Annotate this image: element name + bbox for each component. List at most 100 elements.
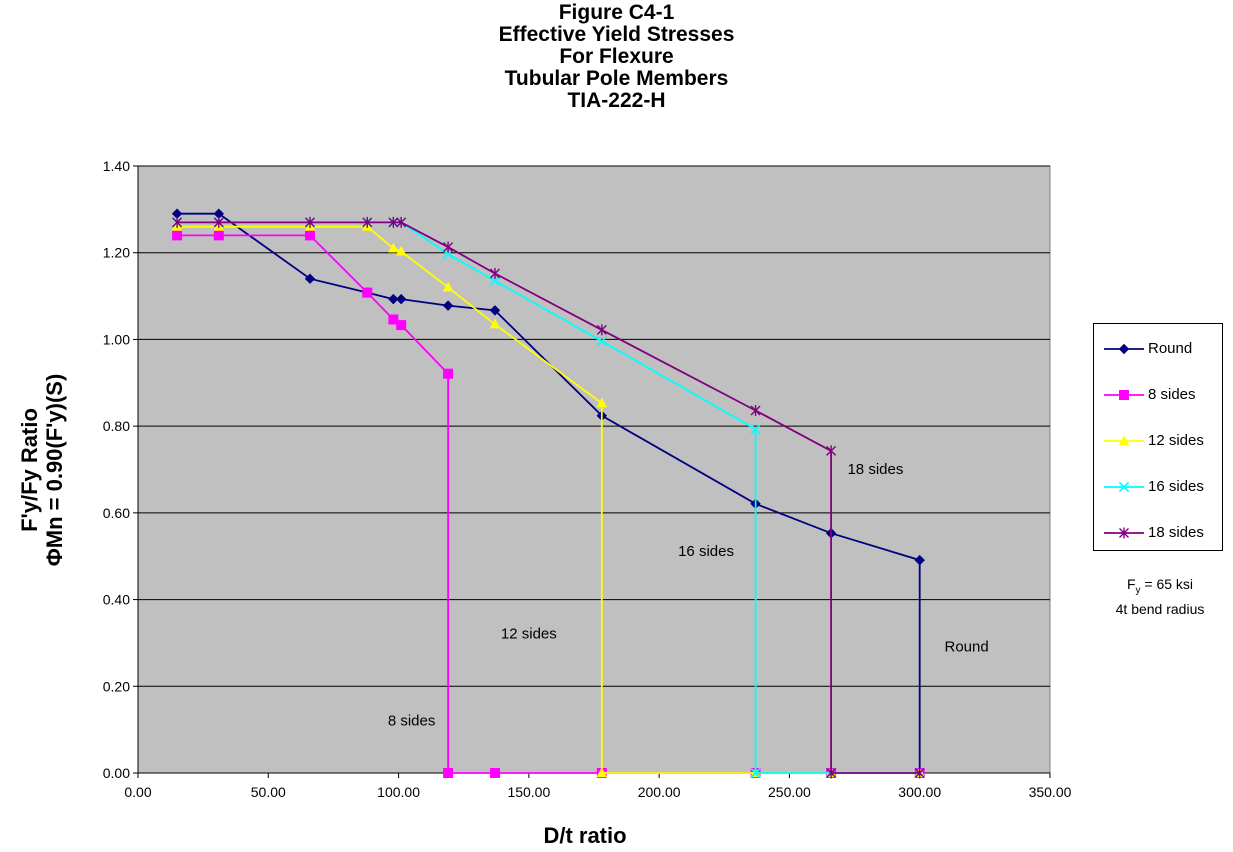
- data-point: [750, 405, 761, 417]
- y-axis-title-line2: ΦMn = 0.90(F'y)(S): [42, 374, 67, 567]
- annotation-label: 8 sides: [388, 712, 436, 729]
- x-tick-label: 300.00: [898, 784, 941, 800]
- data-point: [1118, 435, 1130, 446]
- data-point: [489, 275, 501, 286]
- y-tick-label: 1.20: [103, 245, 130, 261]
- y-tick-label: 0.40: [103, 592, 130, 608]
- data-point: [443, 768, 454, 778]
- data-point: [1119, 390, 1129, 400]
- legend-label: 8 sides: [1148, 386, 1196, 403]
- data-point: [388, 314, 399, 325]
- chart-title: Figure C4-1 Effective Yield Stresses For…: [0, 2, 1233, 112]
- legend-item: 12 sides: [1094, 430, 1224, 452]
- data-point: [172, 230, 183, 241]
- y-tick-label: 0.00: [103, 765, 130, 781]
- data-point: [489, 268, 500, 280]
- x-axis-title: D/t ratio: [543, 823, 626, 848]
- y-tick-label: 1.40: [103, 158, 130, 174]
- note-fy-value: = 65 ksi: [1140, 576, 1194, 592]
- data-point: [443, 241, 454, 253]
- data-point: [914, 767, 925, 779]
- data-point: [396, 216, 407, 228]
- legend-swatch: [1104, 527, 1144, 539]
- title-line-1: Figure C4-1: [558, 1, 675, 24]
- gridlines: [138, 165, 1050, 687]
- data-point: [304, 273, 316, 284]
- data-point: [172, 216, 183, 228]
- x-tick-label: 250.00: [768, 784, 811, 800]
- data-point: [489, 768, 500, 778]
- data-point: [596, 324, 607, 336]
- chart-note: Fy = 65 ksi 4t bend radius: [1090, 575, 1230, 618]
- legend-label: 18 sides: [1148, 524, 1204, 541]
- series-group: [171, 208, 926, 779]
- data-point: [213, 216, 224, 228]
- data-point: [826, 767, 837, 779]
- data-point: [1118, 343, 1130, 355]
- title-line-3: For Flexure: [559, 45, 674, 68]
- data-point: [489, 318, 501, 329]
- data-point: [443, 368, 454, 379]
- x-tick-label: 150.00: [507, 784, 550, 800]
- legend-swatch: [1104, 435, 1144, 446]
- legend: Round 8 sides 12 sides 16 sides 18 sides: [1093, 323, 1223, 551]
- data-point: [213, 230, 224, 241]
- note-fy-sub: y: [1135, 584, 1141, 596]
- x-tick-label: 0.00: [124, 784, 151, 800]
- legend-swatch: [1104, 481, 1144, 493]
- y-tick-label: 0.20: [103, 678, 130, 694]
- data-point: [442, 281, 454, 292]
- data-point: [395, 245, 407, 256]
- data-point: [750, 424, 761, 435]
- y-tick-label: 1.00: [103, 331, 130, 347]
- note-line-1: Fy = 65 ksi: [1090, 575, 1230, 600]
- data-point: [362, 216, 373, 228]
- y-axis-title-line1: F'y/Fy Ratio: [17, 408, 42, 532]
- data-point: [442, 300, 454, 311]
- x-tick-label: 50.00: [251, 784, 286, 800]
- data-point: [914, 554, 925, 566]
- data-point: [750, 767, 761, 779]
- data-point: [304, 230, 315, 241]
- legend-label: 12 sides: [1148, 432, 1204, 449]
- title-line-4: Tubular Pole Members: [504, 67, 729, 90]
- x-tick-label: 100.00: [377, 784, 420, 800]
- data-point: [362, 287, 373, 298]
- x-tick-label: 200.00: [638, 784, 681, 800]
- legend-item: 16 sides: [1094, 476, 1224, 498]
- annotation-label: Round: [945, 639, 989, 656]
- y-tick-label: 0.80: [103, 418, 130, 434]
- series-18-sides: [172, 216, 925, 779]
- legend-item: 8 sides: [1094, 384, 1224, 406]
- annotations: 8 sides 12 sides 16 sides 18 sides Round: [388, 461, 989, 729]
- legend-item: Round: [1094, 338, 1224, 360]
- data-point: [396, 320, 407, 331]
- plot-area: [137, 165, 1051, 774]
- note-line-2: 4t bend radius: [1115, 600, 1205, 617]
- note-fy: F: [1126, 576, 1136, 592]
- data-point: [826, 445, 837, 457]
- legend-label: Round: [1148, 340, 1193, 357]
- tick-labels: 0.00 0.20 0.40 0.60 0.80 1.00 1.20 1.40 0.00 50.0…: [103, 158, 1072, 800]
- data-point: [596, 397, 608, 408]
- data-point: [1118, 481, 1130, 493]
- legend-swatch: [1104, 390, 1144, 400]
- annotation-label: 12 sides: [501, 626, 557, 643]
- annotation-label: 18 sides: [847, 461, 903, 478]
- x-tick-label: 350.00: [1029, 784, 1072, 800]
- title-line-5: TIA-222-H: [567, 89, 666, 112]
- data-point: [388, 242, 399, 253]
- data-point: [489, 305, 501, 316]
- legend-swatch: [1104, 343, 1144, 355]
- data-point: [596, 767, 608, 778]
- legend-label: 16 sides: [1148, 478, 1204, 495]
- data-point: [1119, 527, 1129, 539]
- title-line-2: Effective Yield Stresses: [498, 23, 735, 46]
- data-point: [388, 216, 399, 228]
- data-point: [596, 336, 607, 347]
- y-tick-label: 0.60: [103, 505, 130, 521]
- data-point: [388, 293, 399, 305]
- legend-item: 18 sides: [1094, 522, 1224, 544]
- data-point: [395, 293, 407, 305]
